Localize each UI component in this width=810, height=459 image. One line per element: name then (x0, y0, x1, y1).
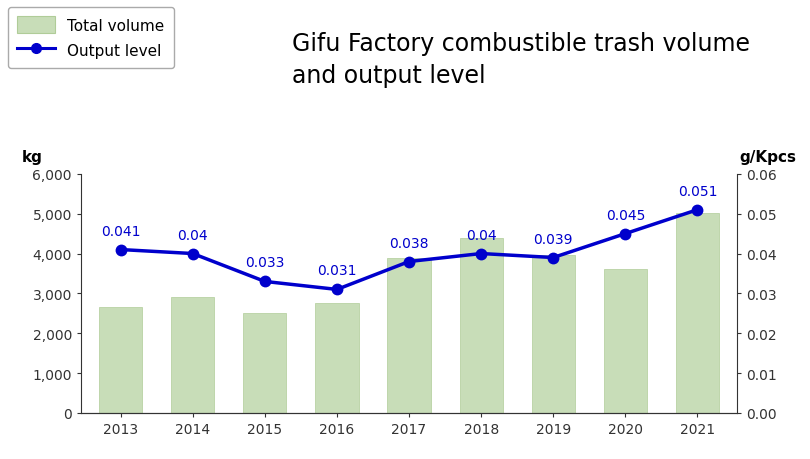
Bar (603, 269, 647, 413)
Text: 0.041: 0.041 (101, 224, 140, 238)
Text: 0.051: 0.051 (678, 185, 717, 198)
Text: 0.038: 0.038 (390, 236, 428, 250)
Text: 0.033: 0.033 (245, 256, 284, 270)
Text: 0.045: 0.045 (606, 208, 645, 222)
Text: 0.039: 0.039 (534, 232, 573, 246)
Bar (531, 256, 575, 413)
Text: 0.04: 0.04 (466, 228, 497, 242)
Bar (387, 259, 431, 413)
Bar (99, 307, 143, 413)
Text: g/Kpcs: g/Kpcs (740, 150, 796, 165)
Bar (676, 213, 719, 413)
Bar (243, 313, 287, 413)
Text: 0.04: 0.04 (177, 228, 208, 242)
Bar (171, 298, 215, 413)
Legend: Total volume, Output level: Total volume, Output level (7, 8, 173, 69)
Text: kg: kg (22, 150, 43, 165)
Text: 0.031: 0.031 (318, 264, 356, 278)
Bar (315, 304, 359, 413)
Bar (459, 239, 503, 413)
Text: Gifu Factory combustible trash volume
and output level: Gifu Factory combustible trash volume an… (292, 32, 749, 88)
